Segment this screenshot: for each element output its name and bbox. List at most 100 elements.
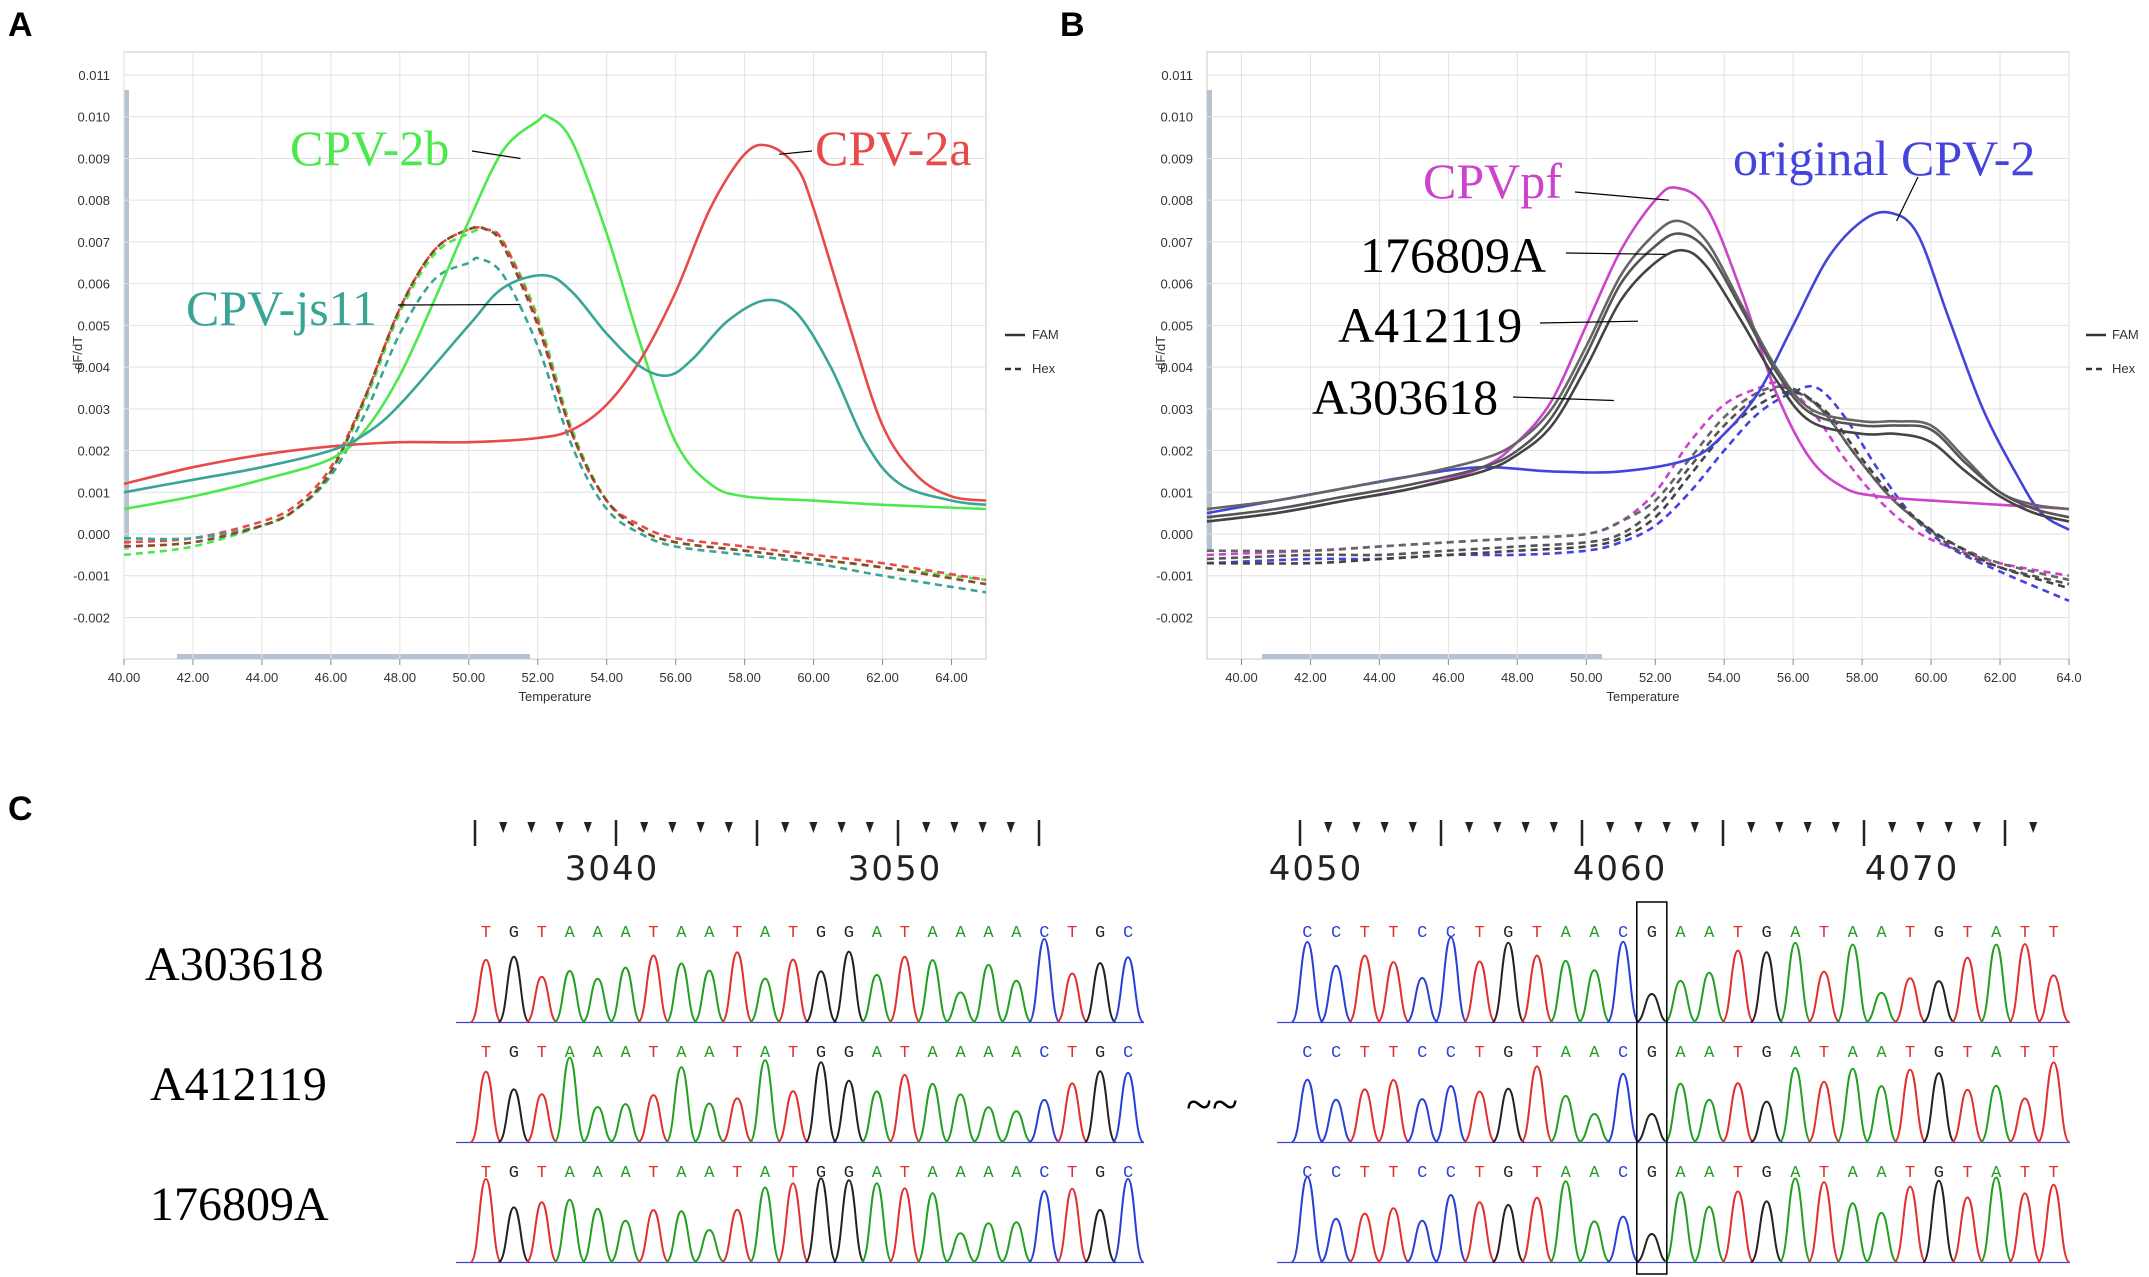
series-line-cpv-2a-hex — [123, 226, 987, 582]
trace-peak — [1606, 940, 1640, 1023]
trace-peak — [1027, 1190, 1061, 1263]
base-call: G — [1095, 924, 1105, 943]
series-line-cpv-js11 — [123, 273, 987, 507]
trace-peak — [1979, 1176, 2013, 1263]
base-call: A — [704, 1164, 715, 1183]
y-axis-label-b: -dF/dT — [1153, 336, 1168, 374]
base-call: G — [1503, 924, 1513, 943]
base-call: A — [1589, 924, 1600, 943]
y-tick-label: 0.000 — [1160, 527, 1193, 542]
annotation-line-cpv-js11 — [397, 303, 521, 306]
trace-peak — [776, 958, 810, 1023]
base-call: T — [648, 1044, 658, 1063]
base-call: T — [1388, 924, 1398, 943]
trace-peak — [1721, 949, 1755, 1023]
trace-peak — [1865, 991, 1898, 1023]
trace-peak — [1893, 1068, 1927, 1143]
trace-peak — [1893, 1185, 1927, 1263]
base-call: A — [1848, 1044, 1859, 1063]
x-tick-label: 54.00 — [590, 670, 623, 685]
vertical-scrollbar-b[interactable] — [1207, 90, 1212, 550]
y-tick-label: -0.001 — [73, 569, 110, 584]
base-call: A — [1991, 924, 2002, 943]
trace-peak — [1578, 1112, 1611, 1143]
y-tick-label: -0.002 — [73, 610, 110, 625]
base-call: C — [1039, 924, 1049, 943]
y-tick-label: 0.000 — [77, 527, 110, 542]
base-call: T — [1474, 924, 1484, 943]
series-line-a303618 — [1206, 248, 2070, 523]
trace-peak — [832, 950, 866, 1023]
x-tick-label: 44.00 — [246, 670, 279, 685]
x-tick-label: 56.00 — [659, 670, 692, 685]
trace-peak — [1721, 1190, 1755, 1263]
trace-peak — [1462, 960, 1497, 1023]
y-tick-label: 0.007 — [1160, 235, 1193, 250]
base-call: G — [844, 1044, 854, 1063]
base-call: A — [593, 924, 604, 943]
trace-peak — [721, 1208, 754, 1263]
base-call: A — [1704, 1164, 1715, 1183]
ruler-minor-tick — [809, 822, 818, 833]
horizontal-scrollbar-b[interactable] — [1262, 654, 1602, 659]
panel-letter-c: C — [8, 790, 33, 828]
base-call: G — [509, 924, 519, 943]
base-call: G — [509, 1164, 519, 1183]
base-call: T — [1360, 924, 1370, 943]
trace-peak — [1778, 1177, 1813, 1263]
y-tick-label: 0.009 — [77, 151, 110, 166]
trace-peak — [1865, 1085, 1898, 1143]
x-tick-label: 52.00 — [1639, 670, 1672, 685]
ruler-label-3050: 3050 — [848, 849, 943, 889]
trace-peak — [1950, 956, 1985, 1023]
horizontal-scrollbar-a[interactable] — [177, 654, 530, 659]
trace-peak — [693, 1228, 726, 1263]
trace-peak — [805, 970, 837, 1023]
ruler-minor-tick — [922, 822, 931, 833]
trace-peak — [1434, 1193, 1468, 1263]
x-tick-label: 62.00 — [866, 670, 899, 685]
base-call: A — [872, 1044, 883, 1063]
base-call: A — [1589, 1164, 1600, 1183]
base-call: A — [1011, 924, 1022, 943]
base-call: A — [760, 1164, 771, 1183]
trace-peak — [581, 1207, 614, 1263]
trace-peak — [1835, 1067, 1870, 1143]
trace-peak — [832, 1179, 866, 1263]
sample-label-176809a: 176809A — [150, 1178, 329, 1231]
base-call: A — [620, 1164, 631, 1183]
base-call: G — [1095, 1044, 1105, 1063]
tick-labels-a: 0.011 0.010 0.009 0.008 0.007 0.006 0.005 0.004… — [73, 68, 968, 685]
series-line-cpv-js11-hex-red-trace — [123, 225, 987, 586]
base-call: T — [537, 924, 547, 943]
trace-peak — [1000, 1221, 1033, 1263]
trace-peak — [804, 1177, 838, 1263]
trace-peak — [1083, 962, 1117, 1023]
annotation-line-cpvpf — [1574, 191, 1670, 201]
trace-peak — [1111, 956, 1145, 1023]
vertical-scrollbar-a[interactable] — [124, 90, 129, 550]
base-call: A — [1675, 1164, 1686, 1183]
trace-peak — [1319, 1217, 1353, 1263]
tick-labels-b: 0.011 0.010 0.009 0.008 0.007 0.006 0.005 0.004… — [1156, 68, 2082, 685]
y-tick-label: 0.006 — [77, 277, 110, 292]
y-tick-label: 0.010 — [1160, 110, 1193, 125]
base-call: A — [1790, 1164, 1801, 1183]
x-tick-label: 62.00 — [1984, 670, 2017, 685]
series-line-cpv-2b — [123, 113, 987, 511]
base-call: T — [2049, 1164, 2059, 1183]
panel-letter-a: A — [8, 6, 33, 44]
series-group-a — [123, 113, 987, 594]
base-call: A — [565, 924, 576, 943]
trace-peak — [1434, 1084, 1468, 1143]
base-call: A — [1991, 1044, 2002, 1063]
base-call: T — [1532, 1044, 1542, 1063]
base-call: A — [872, 1164, 883, 1183]
trace-peak — [553, 1198, 587, 1263]
ruler-label-3040: 3040 — [565, 849, 660, 889]
trace-peak — [469, 1177, 503, 1263]
base-call: C — [1417, 924, 1427, 943]
base-call: G — [1934, 1164, 1944, 1183]
base-call: C — [1417, 1044, 1427, 1063]
ruler-minor-tick — [527, 822, 536, 833]
